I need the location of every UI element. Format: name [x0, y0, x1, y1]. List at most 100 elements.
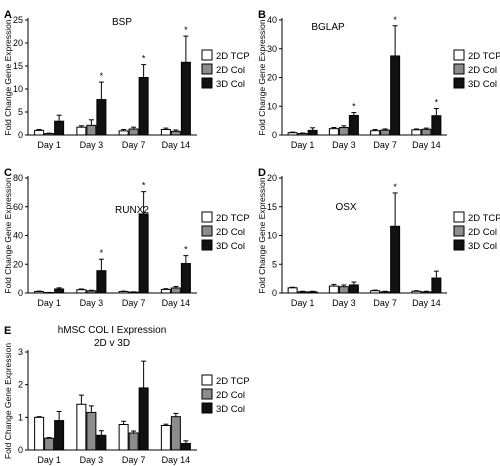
x-tick-label: Day 14 — [162, 140, 191, 150]
y-tick-label: 0 — [272, 288, 277, 298]
legend-swatch — [453, 239, 465, 251]
x-tick-label: Day 7 — [373, 298, 397, 308]
bar — [54, 288, 65, 294]
legend-label: 2D TCP — [216, 51, 250, 62]
x-tick-label: Day 14 — [162, 298, 191, 308]
bar — [44, 133, 55, 136]
y-tick-label: 0 — [272, 130, 277, 140]
y-axis-label: Fold Change Gene Expression — [3, 343, 13, 460]
legend: 2D TCP 2D Col 3D Col — [201, 49, 250, 90]
legend-swatch — [453, 77, 465, 89]
y-tick-label: 80 — [13, 173, 23, 183]
bar — [180, 442, 191, 451]
bar — [411, 129, 422, 136]
y-tick-label: 10 — [267, 101, 277, 111]
bar — [328, 285, 339, 294]
chart-title: OSX — [335, 202, 356, 213]
legend: 2D TCP 2D Col 3D Col — [453, 49, 500, 90]
x-tick-label: Day 1 — [37, 298, 61, 308]
bar — [34, 291, 45, 294]
y-tick-label: 30 — [267, 44, 277, 54]
bar — [118, 291, 129, 294]
bar — [86, 290, 97, 294]
bar — [34, 129, 45, 136]
y-tick-label: 15 — [267, 202, 277, 212]
legend-label: 2D Col — [216, 390, 245, 401]
y-tick-label: 10 — [267, 231, 277, 241]
x-tick-label: Day 1 — [37, 140, 61, 150]
y-tick-label: 20 — [13, 38, 23, 48]
y-tick-label: 10 — [13, 84, 23, 94]
legend-label: 2D Col — [216, 227, 245, 238]
legend-swatch — [201, 388, 213, 400]
chart-title: BSP — [112, 17, 132, 28]
bar — [96, 270, 107, 294]
chart-subtitle: 2D v 3D — [94, 338, 130, 349]
legend-swatch — [201, 77, 213, 89]
bar — [390, 225, 401, 294]
bar — [390, 55, 401, 136]
y-tick-label: 40 — [13, 231, 23, 241]
bar — [307, 129, 318, 136]
y-tick-label: 15 — [13, 61, 23, 71]
chart-panel-b: B BGLAP Fold Change Gene Expression 0 10 20 30… — [257, 9, 500, 150]
significance-marker: * — [393, 182, 397, 192]
bar — [44, 437, 55, 451]
y-tick-label: 1 — [18, 412, 23, 422]
bar — [180, 61, 191, 136]
legend: 2D TCP 2D Col 3D Col — [453, 211, 500, 252]
bar — [421, 291, 432, 294]
x-tick-label: Day 3 — [80, 455, 104, 465]
x-tick-label: Day 14 — [412, 298, 441, 308]
y-tick-label: 20 — [267, 73, 277, 83]
legend: 2D TCP 2D Col 3D Col — [201, 374, 250, 415]
x-tick-label: Day 3 — [80, 140, 104, 150]
bar — [170, 130, 181, 136]
bar — [138, 213, 149, 294]
bar — [328, 128, 339, 136]
bar — [54, 120, 65, 136]
legend-label: 2D Col — [468, 65, 497, 76]
bar — [128, 128, 139, 136]
panel-label: D — [258, 167, 266, 179]
bar — [160, 128, 171, 136]
y-tick-label: 0 — [18, 130, 23, 140]
significance-marker: * — [435, 98, 439, 108]
legend-label: 2D TCP — [468, 51, 500, 62]
x-tick-label: Day 7 — [122, 455, 146, 465]
significance-marker: * — [100, 248, 104, 258]
bar — [86, 411, 97, 451]
bar — [421, 128, 432, 136]
y-tick-label: 25 — [13, 15, 23, 25]
chart-title: hMSC COL I Expression — [58, 325, 167, 336]
bar — [338, 286, 349, 294]
bar — [297, 133, 308, 136]
bar — [380, 291, 391, 294]
significance-marker: * — [142, 54, 146, 64]
y-axis-label: Fold Change Gene Expression — [3, 19, 13, 136]
bar — [338, 127, 349, 136]
x-tick-label: Day 1 — [37, 455, 61, 465]
legend-swatch — [201, 49, 213, 61]
bar — [370, 290, 381, 294]
legend-swatch — [201, 225, 213, 237]
bar — [76, 289, 87, 294]
y-tick-label: 5 — [272, 259, 277, 269]
significance-marker: * — [184, 245, 188, 255]
bar — [128, 432, 139, 451]
legend-swatch — [201, 63, 213, 75]
legend-label: 3D Col — [468, 79, 497, 90]
bar — [287, 132, 298, 136]
chart-panel-d: D OSX Fold Change Gene Expression 0 5 10 15 20 D… — [257, 167, 500, 308]
bar — [54, 420, 65, 451]
chart-panel-a: A BSP Fold Change Gene Expression 0 5 10 15 20 2… — [3, 9, 250, 150]
legend-label: 2D Col — [468, 227, 497, 238]
significance-marker: * — [393, 15, 397, 25]
chart-title: BGLAP — [311, 22, 345, 33]
y-axis-label: Fold Change Gene Expression — [257, 177, 267, 294]
legend-swatch — [201, 211, 213, 223]
significance-marker: * — [100, 71, 104, 81]
chart-title: RUNX2 — [115, 205, 149, 216]
legend-swatch — [453, 211, 465, 223]
